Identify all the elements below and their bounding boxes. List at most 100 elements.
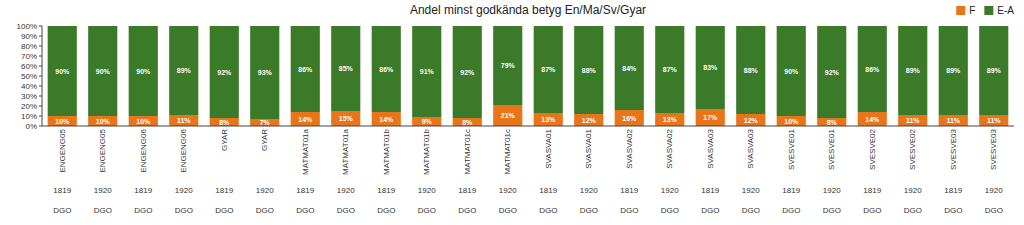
- year-label: 1920: [499, 186, 517, 195]
- bar: [655, 26, 684, 113]
- x-tick-label: GYAR: [260, 129, 269, 151]
- x-tick-label: MATMAT01a: [341, 128, 350, 174]
- data-label: 14%: [865, 116, 880, 123]
- x-tick-label: SVASVA02: [665, 128, 674, 168]
- data-label: 83%: [703, 64, 718, 71]
- year-label: 1920: [985, 186, 1003, 195]
- data-label: 17%: [703, 114, 718, 121]
- group-label: DGO: [377, 206, 395, 215]
- bar: [574, 26, 603, 114]
- group-label: DGO: [701, 206, 719, 215]
- data-label: 84%: [622, 65, 637, 72]
- x-tick-label: SVASVA01: [544, 128, 553, 168]
- bar: [979, 26, 1008, 115]
- year-label: 1819: [944, 186, 962, 195]
- year-label: 1920: [904, 186, 922, 195]
- bar: [898, 26, 927, 115]
- bar: [736, 26, 765, 114]
- bar: [615, 110, 644, 126]
- data-label: 10%: [96, 118, 111, 125]
- data-label: 89%: [987, 67, 1002, 74]
- x-tick-label: SVESVE01: [787, 128, 796, 169]
- data-label: 8%: [462, 119, 473, 126]
- data-label: 92%: [217, 69, 232, 76]
- group-label: DGO: [337, 206, 355, 215]
- x-axis-line: [42, 126, 1014, 127]
- group-label: DGO: [539, 206, 557, 215]
- year-label: 1920: [742, 186, 760, 195]
- group-label: DGO: [863, 206, 881, 215]
- data-label: 11%: [987, 117, 1001, 124]
- y-tick-label: 0%: [25, 122, 37, 131]
- bar: [574, 114, 603, 126]
- group-label: DGO: [620, 206, 638, 215]
- legend-swatch: [956, 6, 965, 15]
- bar: [534, 113, 563, 126]
- bar: [210, 26, 239, 118]
- year-label: 1920: [418, 186, 436, 195]
- y-tick: [39, 96, 42, 97]
- y-tick: [39, 46, 42, 47]
- group-label: DGO: [661, 206, 679, 215]
- bar: [453, 26, 482, 118]
- year-label: 1920: [175, 186, 193, 195]
- data-label: 10%: [55, 118, 70, 125]
- x-tick-label: SVESVE03: [989, 128, 998, 169]
- y-tick-label: 100%: [17, 22, 37, 31]
- bar: [412, 26, 441, 117]
- data-label: 8%: [219, 119, 230, 126]
- year-label: 1819: [620, 186, 638, 195]
- x-tick-label: SVESVE03: [949, 128, 958, 169]
- x-tick-label: SVESVE01: [827, 128, 836, 169]
- bar: [817, 118, 846, 126]
- bar: [48, 26, 77, 116]
- x-tick-label: MATMAT01a: [301, 128, 310, 174]
- data-label: 87%: [663, 66, 678, 73]
- bar: [169, 115, 198, 126]
- data-label: 13%: [663, 116, 678, 123]
- x-tick-label: SVASVA03: [746, 128, 755, 168]
- data-label: 87%: [541, 66, 556, 73]
- bar: [169, 26, 198, 115]
- bar: [493, 26, 522, 105]
- group-label: DGO: [418, 206, 436, 215]
- x-tick-label: MATMAT01b: [422, 128, 431, 174]
- y-tick: [39, 36, 42, 37]
- bar: [210, 118, 239, 126]
- x-tick-label: SVESVE02: [908, 128, 917, 169]
- data-label: 92%: [460, 69, 475, 76]
- x-tick-label: MATMAT01c: [503, 129, 512, 174]
- year-label: 1819: [215, 186, 233, 195]
- year-label: 1819: [863, 186, 881, 195]
- legend: E-AF: [956, 5, 1014, 16]
- bar: [736, 114, 765, 126]
- bar: [88, 116, 117, 126]
- bar: [939, 26, 968, 115]
- year-label: 1920: [661, 186, 679, 195]
- y-tick: [39, 86, 42, 87]
- bar: [898, 115, 927, 126]
- bar: [696, 26, 725, 109]
- year-label: 1920: [256, 186, 274, 195]
- bar: [372, 26, 401, 112]
- bar: [939, 115, 968, 126]
- legend-label: E-A: [997, 5, 1014, 16]
- year-label: 1920: [580, 186, 598, 195]
- group-label: DGO: [580, 206, 598, 215]
- data-label: 11%: [906, 117, 920, 124]
- year-label: 1819: [134, 186, 152, 195]
- y-tick-label: 20%: [21, 102, 37, 111]
- x-tick-label: ENGENG06: [139, 128, 148, 172]
- data-label: 10%: [784, 118, 799, 125]
- data-label: 12%: [582, 117, 597, 124]
- data-label: 90%: [96, 68, 111, 75]
- bar: [655, 113, 684, 126]
- year-label: 1819: [782, 186, 800, 195]
- group-label: DGO: [499, 206, 517, 215]
- y-tick: [39, 106, 42, 107]
- group-label: DGO: [134, 206, 152, 215]
- y-tick: [39, 26, 42, 27]
- y-tick: [39, 126, 42, 127]
- x-tick-label: ENGENG05: [58, 128, 67, 172]
- bar: [129, 26, 158, 116]
